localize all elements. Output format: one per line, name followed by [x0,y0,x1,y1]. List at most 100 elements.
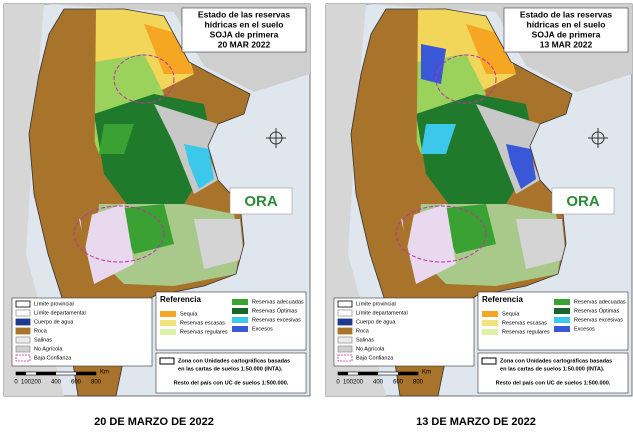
reference-heading: Referencia [160,295,201,304]
title-line: hídricas en el suelo [527,19,606,29]
reference-label: Reservas escasas [502,320,547,326]
legend-label: Límite departamental [34,310,86,316]
logo: ORA [566,193,600,210]
legend-swatch [15,300,31,308]
country-outline [28,8,251,397]
scale-label: 0 [336,380,340,386]
reference-label: Reservas escasas [180,320,225,326]
scale-segment [398,372,418,375]
scale-unit: Km [422,370,431,376]
map-region [194,219,244,269]
reference-swatch [554,317,570,323]
reference-label: Reservas excesivas [252,317,301,323]
legend-swatch [337,354,353,362]
reference-swatch [482,329,498,335]
low-confidence-zone [435,54,497,104]
scale-label: 800 [413,380,424,386]
legend-label: Límite departamental [356,310,408,316]
reference-swatch [482,311,498,317]
zone-note: Resto del país con UC de suelos 1:500.00… [496,380,611,386]
scale-unit: Km [100,370,109,376]
legend-label: Cuerpo de agua [356,319,396,325]
map-region [401,204,456,284]
zone-swatch [481,357,497,365]
legend-swatch [337,318,353,326]
legend-label: Roca [34,328,48,334]
compass [588,128,608,148]
zone-swatch [159,357,175,365]
reference-swatch [232,317,248,323]
title-box [503,7,629,53]
reference-label: Reservas adecuadas [574,299,626,305]
legend-label: Límite provincial [356,301,396,307]
reference-label: Excesos [574,326,595,332]
reference-label: Reservas Óptimas [252,307,297,314]
map-region [144,24,194,74]
zone-note: en las cartas de suelos 1:50.000 (INTA). [500,366,605,372]
reference-swatch [160,329,176,335]
reference-label: Reservas adecuadas [252,299,304,305]
scale-segment [36,372,56,375]
scale-label: 100 [343,380,354,386]
legend-swatch [15,327,31,335]
reference-heading: Referencia [482,295,523,304]
reference-swatch [160,311,176,317]
legend-label: No Agrícola [34,346,63,352]
reference-label: Reservas Óptimas [574,307,619,314]
zone-box [155,352,307,394]
map-region [506,144,536,189]
scale-label: 200 [353,380,364,386]
reference-swatch [232,308,248,314]
legend-label: Baja Confianza [356,355,394,361]
logo-box [229,187,293,215]
compass [266,128,286,148]
legend-swatch [15,354,31,362]
scale-label: 600 [71,380,82,386]
legend-swatch [337,309,353,317]
title-line: 13 MAR 2022 [540,39,593,49]
title-line: Estado de las reservas [198,9,290,19]
scale-label: 800 [91,380,102,386]
legend-label: No Agrícola [356,346,385,352]
zone-note: Zona con Unidades cartográficas basadas [500,358,612,364]
reference-label: Sequía [180,311,198,317]
reference-label: Reservas excesivas [574,317,623,323]
reference-swatch [554,299,570,305]
legend-label: Roca [356,328,370,334]
reference-swatch [160,320,176,326]
reference-swatch [482,320,498,326]
reference-label: Reservas regulares [180,329,228,335]
zone-note: Zona con Unidades cartográficas basadas [178,358,290,364]
legend-label: Salinas [34,337,52,343]
legend-swatch [337,345,353,353]
legend-swatch [15,345,31,353]
map-region [421,124,456,154]
map-region [466,24,516,74]
legend-swatch [15,309,31,317]
legend-swatch [15,336,31,344]
map-region [401,9,418,254]
reference-box [477,291,629,351]
low-confidence-zone [395,205,487,263]
legend-label: Salinas [356,337,374,343]
legend-swatch [337,327,353,335]
legend-swatch [15,318,31,326]
legend-label: Límite provincial [34,301,74,307]
low-confidence-zone [73,205,165,263]
scale-segment [16,372,26,375]
legend-swatch [337,300,353,308]
legend-box [11,297,153,367]
logo: ORA [244,193,278,210]
caption: 13 DE MARZO DE 2022 [416,416,536,428]
title-line: SOJA de primera [532,29,601,39]
reference-label: Excesos [252,326,273,332]
map-region [516,219,566,269]
scale-segment [76,372,96,375]
title-box [181,7,307,53]
zone-box [477,352,629,394]
map-region [79,204,134,284]
